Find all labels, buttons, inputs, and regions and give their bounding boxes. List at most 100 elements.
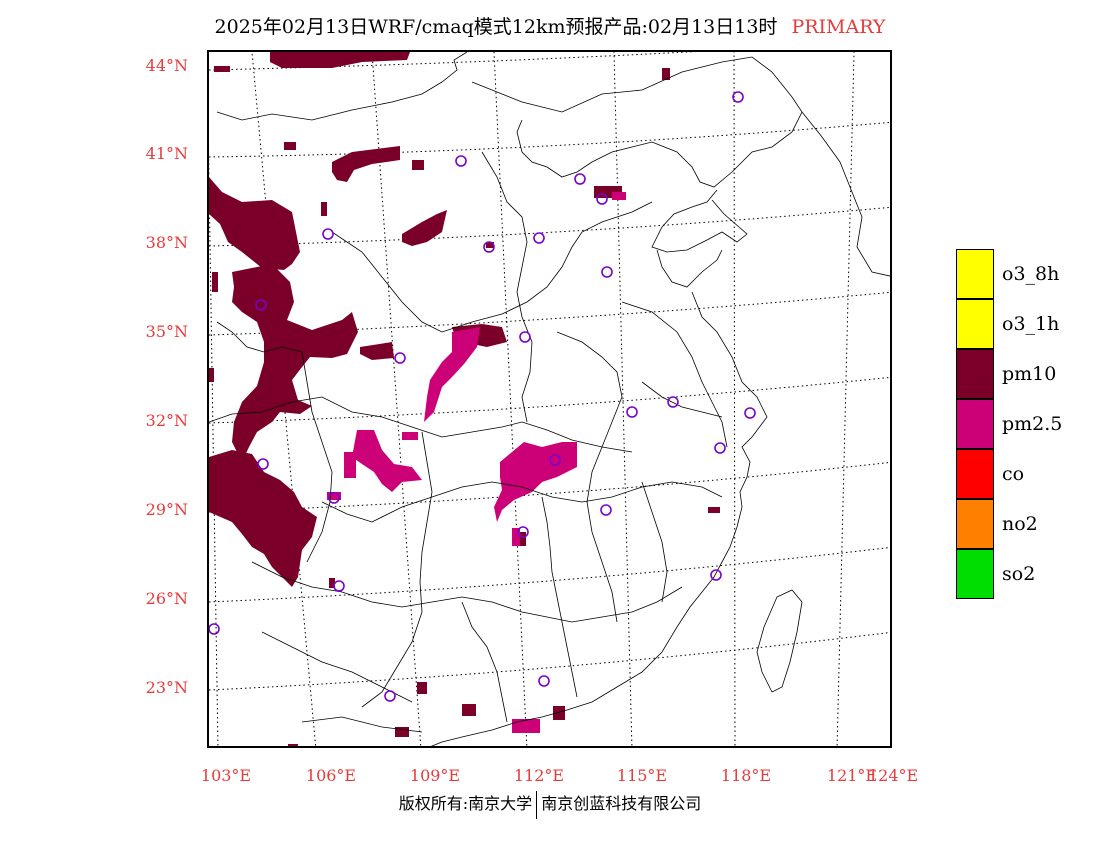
station-marker xyxy=(601,266,613,278)
copyright-footer: 版权所有:南京大学 南京创蓝科技有限公司 xyxy=(0,790,1100,819)
station-marker xyxy=(255,299,267,311)
lon-label-109: 109°E xyxy=(409,766,461,785)
inner-prov-14 xyxy=(641,481,668,603)
legend-swatch xyxy=(956,499,994,549)
legend-label: no2 xyxy=(1002,513,1038,535)
northeast-border xyxy=(471,56,803,188)
lat-label-23: 23°N xyxy=(145,678,188,697)
pm10-dot-7 xyxy=(329,578,335,588)
lon-label-124: 124°E xyxy=(868,766,919,785)
lat-label-29: 29°N xyxy=(145,500,188,519)
inner-prov-1 xyxy=(216,321,303,353)
bohai-coast xyxy=(651,189,748,253)
meridian-118e xyxy=(733,52,736,746)
legend-label: pm10 xyxy=(1002,363,1057,385)
lat-label-35: 35°N xyxy=(145,322,188,341)
station-marker xyxy=(333,580,345,592)
jiangsu-coast xyxy=(430,291,768,746)
lat-label-41: 41°N xyxy=(145,144,188,163)
station-marker xyxy=(328,492,340,504)
map-frame xyxy=(207,50,892,748)
pm25-hubei xyxy=(494,442,577,522)
inner-prov-12 xyxy=(541,496,578,698)
footer-right: 南京创蓝科技有限公司 xyxy=(541,794,702,813)
lon-label-106: 106°E xyxy=(305,766,357,785)
pm25-dot-6 xyxy=(327,492,341,500)
inner-prov-7 xyxy=(556,331,623,623)
legend-swatch xyxy=(956,299,994,349)
map-title: 2025年02月13日WRF/cmaq模式12km预报产品:02月13日13时 P… xyxy=(0,12,1100,39)
pm25-dot-3 xyxy=(512,719,540,733)
lon-label-103: 103°E xyxy=(200,766,252,785)
lat-label-38: 38°N xyxy=(145,233,188,252)
lon-label-121: 121°E xyxy=(826,766,878,785)
pm10-dot-6 xyxy=(209,368,214,382)
station-marker xyxy=(744,407,756,419)
pm10-shanxi xyxy=(402,210,447,246)
inner-prov-8 xyxy=(621,301,728,448)
boundaries xyxy=(209,52,890,746)
station-markers xyxy=(209,91,756,702)
station-marker xyxy=(574,173,586,185)
pm10-west-mid xyxy=(232,264,358,462)
pm25-dot-2 xyxy=(402,432,418,440)
legend-item-o3-8h: o3_8h xyxy=(956,249,1086,299)
station-marker xyxy=(483,241,495,253)
meridian-121e xyxy=(836,52,855,746)
inner-prov-13 xyxy=(641,381,723,418)
legend-item-co: co xyxy=(956,449,1086,499)
legend-item-so2: so2 xyxy=(956,549,1086,599)
parallel-26n xyxy=(209,546,890,603)
legend-label: pm2.5 xyxy=(1002,413,1063,435)
pm10-west-block xyxy=(209,177,300,270)
inner-prov-3 xyxy=(321,481,723,523)
pm10-qinghai xyxy=(360,342,394,360)
legend-swatch xyxy=(956,399,994,449)
graticule xyxy=(209,52,890,746)
pm10-dot-8 xyxy=(518,532,526,546)
legend-swatch xyxy=(956,449,994,499)
pm10-dot-16 xyxy=(412,160,424,170)
station-marker xyxy=(732,91,744,103)
taiwan xyxy=(756,589,803,693)
inner-prov-11 xyxy=(461,601,508,723)
pm25-chongqing xyxy=(352,430,422,492)
station-marker xyxy=(209,623,220,635)
lon-label-118: 118°E xyxy=(720,766,772,785)
footer-divider xyxy=(536,790,538,819)
station-marker xyxy=(533,232,545,244)
legend-swatch xyxy=(956,349,994,399)
station-marker xyxy=(394,352,406,364)
meridian-103e xyxy=(209,147,219,746)
legend-swatch xyxy=(956,549,994,599)
pm10-dot-4 xyxy=(662,68,670,80)
pm10-dot-10 xyxy=(462,704,476,716)
lon-label-112: 112°E xyxy=(513,766,565,785)
station-marker xyxy=(384,690,396,702)
legend-item-pm25: pm2.5 xyxy=(956,399,1086,449)
title-text: 2025年02月13日WRF/cmaq模式12km预报产品:02月13日13时 xyxy=(214,16,778,38)
station-marker xyxy=(257,458,269,470)
korea-coast xyxy=(801,111,890,277)
inner-prov-5 xyxy=(331,201,653,333)
footer-left: 版权所有:南京大学 xyxy=(398,794,533,813)
shandong-coast xyxy=(656,249,723,288)
station-marker xyxy=(667,396,679,408)
station-marker xyxy=(538,675,550,687)
station-marker xyxy=(710,569,722,581)
legend-label: o3_1h xyxy=(1002,313,1060,335)
legend-item-no2: no2 xyxy=(956,499,1086,549)
pm10-dot-9 xyxy=(708,507,720,513)
lat-label-26: 26°N xyxy=(145,589,188,608)
inner-prov-6 xyxy=(481,151,533,423)
parallel-38n xyxy=(209,206,890,247)
inner-prov-15 xyxy=(261,631,413,703)
legend-label: co xyxy=(1002,463,1025,485)
pm25-dot-4 xyxy=(512,528,520,546)
inner-prov-16 xyxy=(301,716,423,733)
meridian-112e xyxy=(493,52,528,746)
station-marker xyxy=(519,331,531,343)
pm25-shaanxi xyxy=(424,327,480,422)
pm25-regions xyxy=(327,192,626,733)
lon-label-115: 115°E xyxy=(616,766,668,785)
